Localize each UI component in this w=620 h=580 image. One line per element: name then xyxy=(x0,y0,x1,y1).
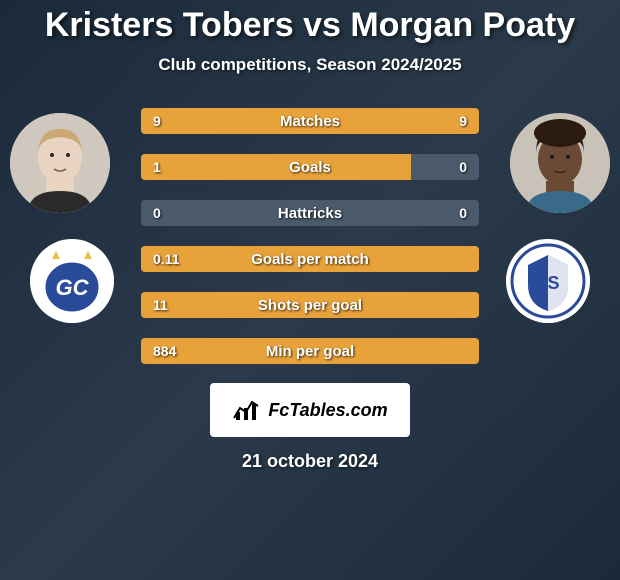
stat-row: 0.11Goals per match xyxy=(140,245,480,273)
stat-row: 99Matches xyxy=(140,107,480,135)
club-left-logo: GC xyxy=(30,239,114,323)
comparison-panel: GC LS 99Matches 10Goals 00Hattricks 0.11Goa… xyxy=(0,103,620,365)
stat-name: Goals per match xyxy=(141,246,479,272)
stat-row: 884Min per goal xyxy=(140,337,480,365)
footer-brand-box: FcTables.com xyxy=(210,383,410,437)
stat-name: Shots per goal xyxy=(141,292,479,318)
brand-chart-icon xyxy=(232,398,262,422)
stat-row: 10Goals xyxy=(140,153,480,181)
stat-name: Min per goal xyxy=(141,338,479,364)
stat-row: 11Shots per goal xyxy=(140,291,480,319)
player-left-avatar xyxy=(10,113,110,213)
club-right-badge: LS xyxy=(506,239,590,323)
stats-bars: 99Matches 10Goals 00Hattricks 0.11Goals per… xyxy=(140,103,480,365)
club-right-logo: LS xyxy=(506,239,590,323)
player-left-photo xyxy=(10,113,110,213)
player-right-avatar xyxy=(510,113,610,213)
stat-name: Hattricks xyxy=(141,200,479,226)
stat-name: Goals xyxy=(141,154,479,180)
stat-name: Matches xyxy=(141,108,479,134)
svg-text:GC: GC xyxy=(56,275,90,300)
svg-text:LS: LS xyxy=(536,273,559,293)
subtitle: Club competitions, Season 2024/2025 xyxy=(0,55,620,75)
club-left-badge: GC xyxy=(30,239,114,323)
date-text: 21 october 2024 xyxy=(0,451,620,472)
stat-row: 00Hattricks xyxy=(140,199,480,227)
player-right-photo xyxy=(510,113,610,213)
page-title: Kristers Tobers vs Morgan Poaty xyxy=(0,0,620,45)
footer-brand-text: FcTables.com xyxy=(268,400,387,421)
